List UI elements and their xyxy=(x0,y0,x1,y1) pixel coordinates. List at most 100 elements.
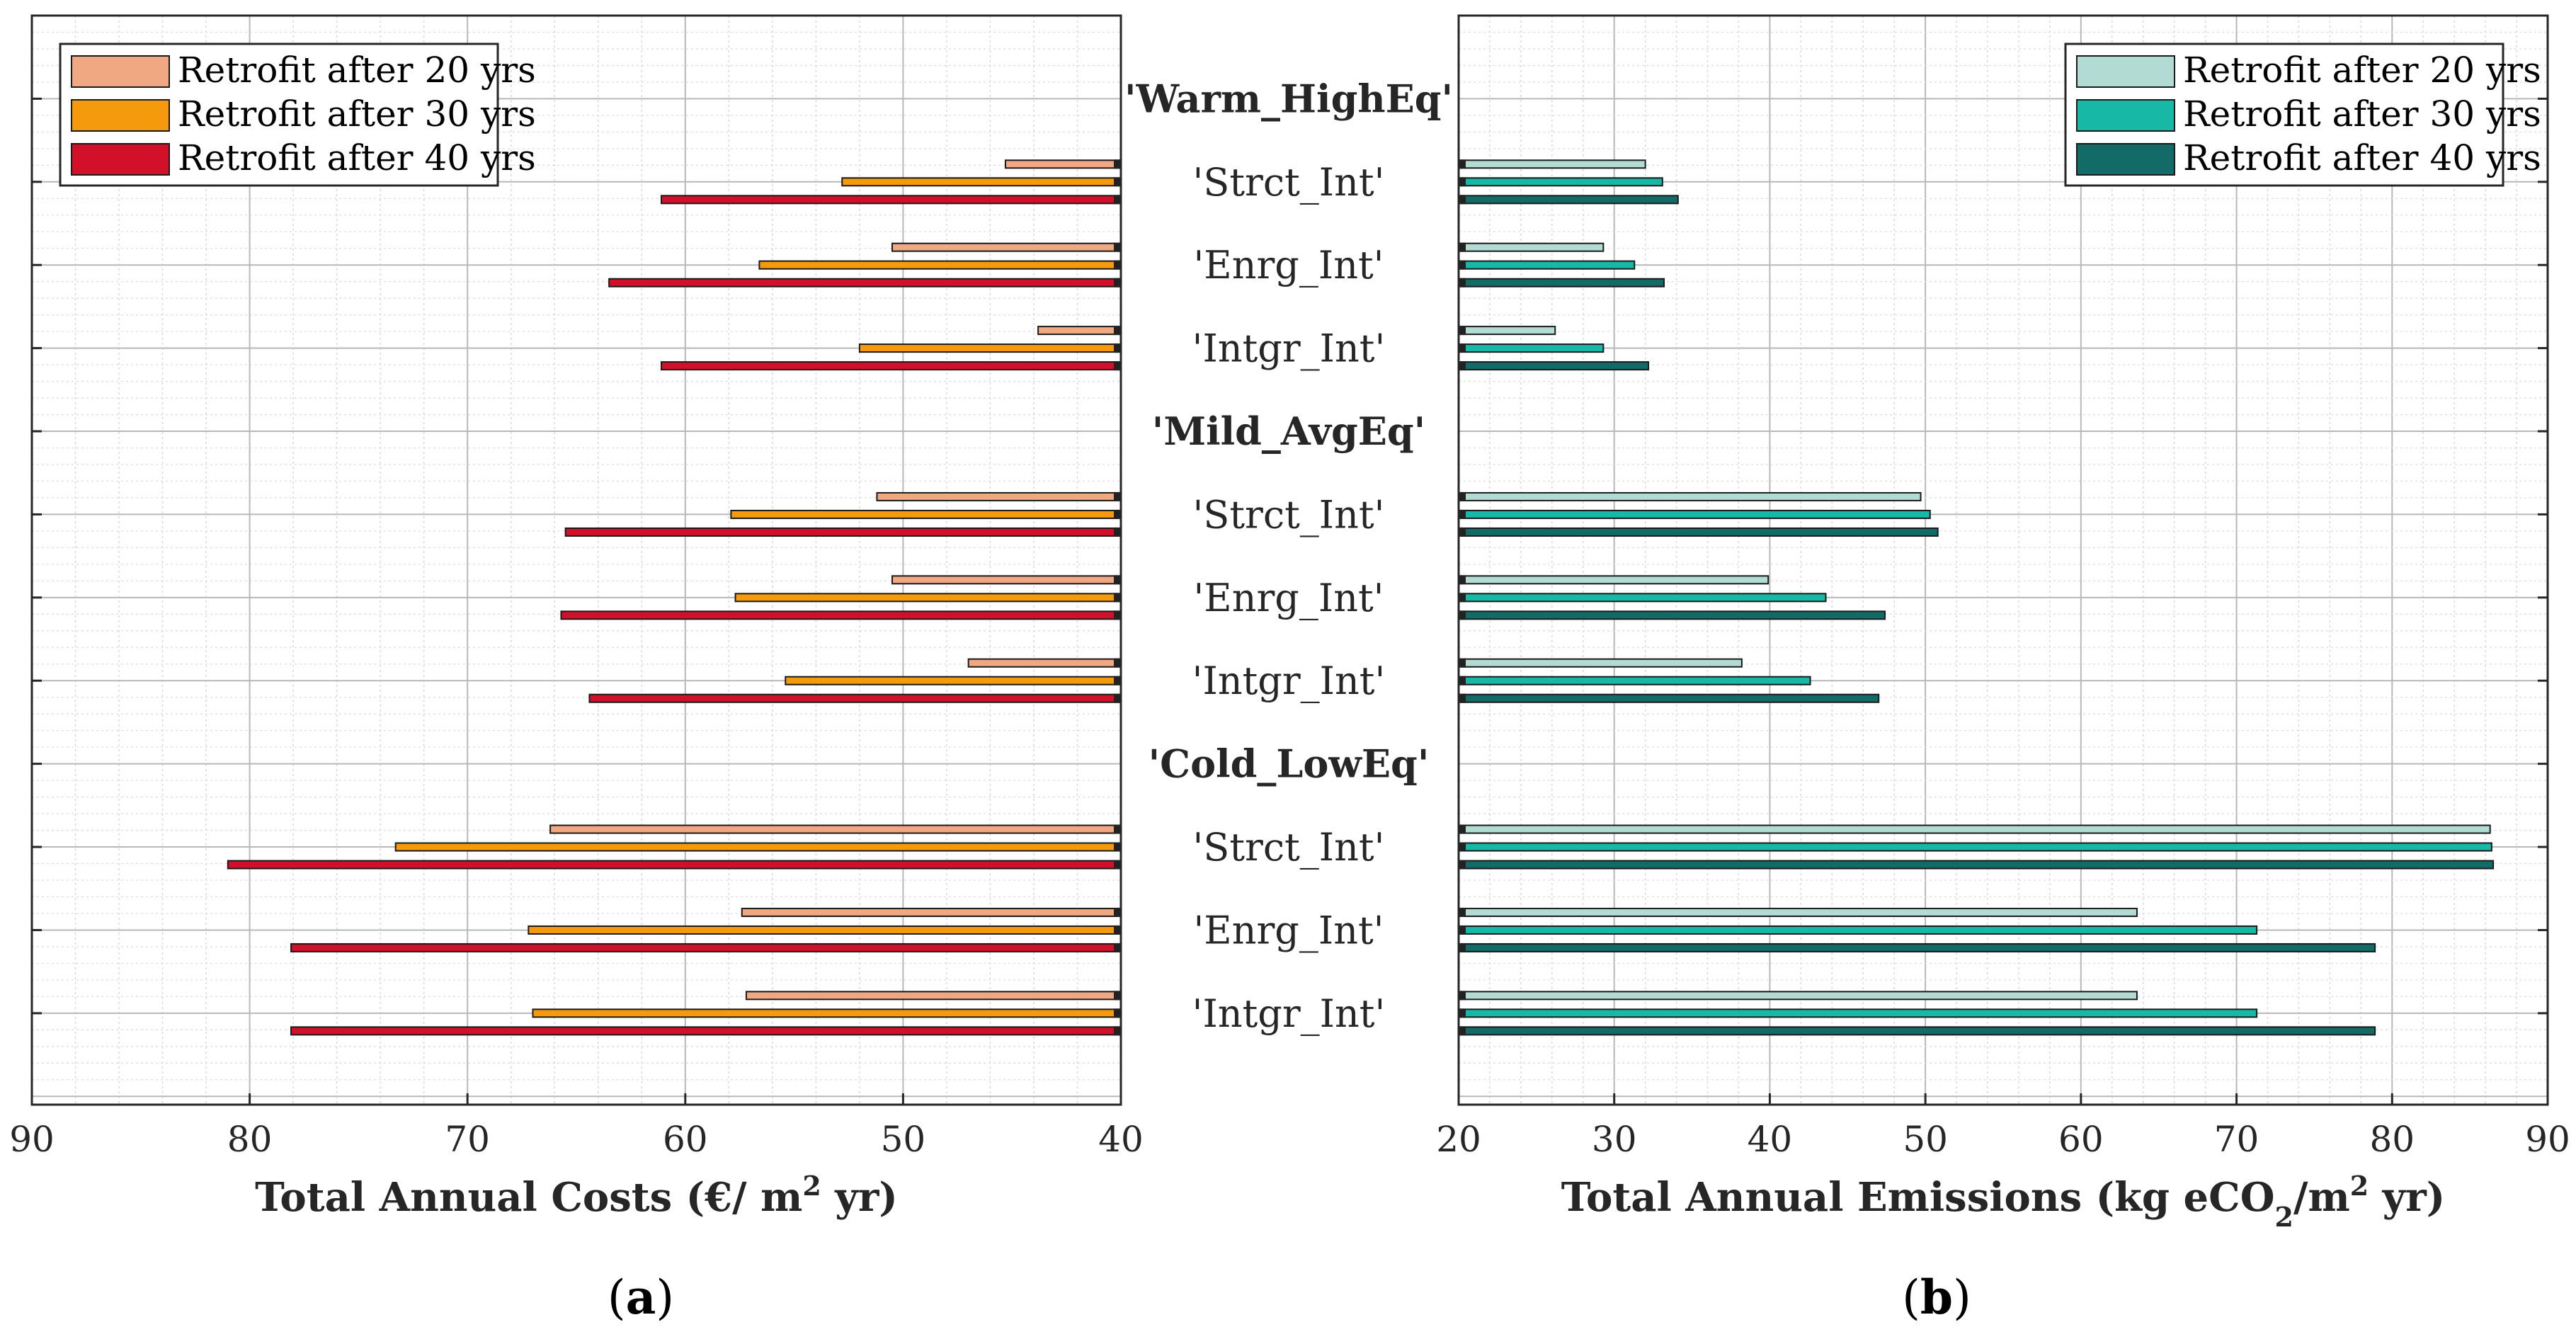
costs-bar xyxy=(891,575,1122,585)
costs-legend-label: Retrofit after 40 yrs xyxy=(178,137,536,178)
costs-bar-base xyxy=(1114,658,1121,668)
emissions-bar xyxy=(1458,343,1605,353)
costs-bar-base xyxy=(1114,195,1121,205)
category-label: 'Strct_Int' xyxy=(1193,825,1385,870)
costs-bar-base xyxy=(1114,842,1121,852)
costs-bar-base xyxy=(1114,925,1121,935)
emissions-bar xyxy=(1458,925,2258,935)
emissions-bar-base xyxy=(1459,260,1466,270)
panel-a-label: (a) xyxy=(608,1270,674,1325)
x-tick-label: 80 xyxy=(2369,1119,2415,1160)
emissions-legend-swatch xyxy=(2076,55,2175,88)
costs-bar xyxy=(741,907,1122,917)
costs-bar xyxy=(841,177,1122,187)
costs-bar-base xyxy=(1114,509,1121,519)
costs-bar-base xyxy=(1114,824,1121,834)
category-labels: 'Warm_HighEq' 'Strct_Int' 'Enrg_Int' 'Intgr… xyxy=(1124,76,1453,1035)
category-label: 'Enrg_Int' xyxy=(1193,576,1384,620)
panel-b-label: (b) xyxy=(1902,1270,1971,1325)
costs-bar xyxy=(549,824,1122,834)
emissions-bar xyxy=(1458,907,2138,917)
emissions-bar xyxy=(1458,593,1827,603)
emissions-bar-base xyxy=(1459,593,1466,603)
emissions-bar xyxy=(1458,195,1679,205)
costs-bar xyxy=(560,610,1122,620)
emissions-bar xyxy=(1458,326,1556,336)
emissions-bar xyxy=(1458,991,2138,1001)
costs-bar-base xyxy=(1114,159,1121,169)
costs-x-ticks: 90 80 70 60 50 40 xyxy=(9,97,1144,1160)
costs-bar-base xyxy=(1114,177,1121,187)
x-tick-label: 60 xyxy=(663,1119,708,1160)
emissions-legend-label: Retrofit after 30 yrs xyxy=(2183,93,2541,135)
costs-bar xyxy=(730,509,1122,519)
emissions-bar xyxy=(1458,575,1769,585)
emissions-bar xyxy=(1458,658,1743,668)
emissions-x-axis-title: Total Annual Emissions (kg eCO2/m2 yr) xyxy=(1561,1170,2445,1233)
costs-bar-base xyxy=(1114,278,1121,287)
group-label: 'Warm_HighEq' xyxy=(1124,76,1453,121)
emissions-bar xyxy=(1458,693,1880,703)
costs-bar xyxy=(1037,326,1122,336)
emissions-legend-swatch xyxy=(2076,143,2175,176)
costs-bar-base xyxy=(1114,242,1121,252)
emissions-bar-base xyxy=(1459,509,1466,519)
emissions-bar xyxy=(1458,260,1636,270)
emissions-bar xyxy=(1458,824,2491,834)
costs-chart-panel: 90 80 70 60 50 40 Retrofit after 20 yrsRetrof… xyxy=(9,14,1144,1325)
emissions-bar-base xyxy=(1459,991,1466,1001)
emissions-bar-base xyxy=(1459,575,1466,585)
costs-bar xyxy=(891,242,1122,252)
costs-bar xyxy=(1004,159,1122,169)
emissions-bar-base xyxy=(1459,860,1466,870)
emissions-legend-swatch xyxy=(2076,99,2175,132)
emissions-bar-base xyxy=(1459,693,1466,703)
costs-bar-base xyxy=(1114,860,1121,870)
emissions-bars xyxy=(1458,159,2495,1036)
costs-bar-base xyxy=(1114,942,1121,952)
emissions-bar-base xyxy=(1459,676,1466,685)
x-tick-label: 40 xyxy=(1098,1119,1144,1160)
category-label: 'Enrg_Int' xyxy=(1193,908,1384,952)
costs-bar xyxy=(858,343,1122,353)
costs-bar-base xyxy=(1114,1008,1121,1018)
costs-bar xyxy=(394,842,1122,852)
emissions-bar xyxy=(1458,942,2376,952)
emissions-bar-base xyxy=(1459,942,1466,952)
costs-bar xyxy=(660,361,1122,371)
costs-legend-swatch xyxy=(71,55,170,88)
emissions-bar xyxy=(1458,242,1605,252)
x-tick-label: 40 xyxy=(1748,1119,1793,1160)
emissions-chart-panel: 20 30 40 50 60 70 80 90 Retrofit after 20 yrsRe… xyxy=(1436,14,2570,1325)
group-label: 'Mild_AvgEq' xyxy=(1152,409,1425,454)
emissions-bar xyxy=(1458,177,1663,187)
costs-bar-base xyxy=(1114,527,1121,537)
x-tick-label: 70 xyxy=(2214,1119,2259,1160)
x-tick-label: 30 xyxy=(1592,1119,1637,1160)
emissions-legend-label: Retrofit after 20 yrs xyxy=(2183,50,2541,91)
emissions-bar xyxy=(1458,491,1922,501)
emissions-bar xyxy=(1458,361,1650,371)
costs-bar-base xyxy=(1114,593,1121,603)
costs-bar xyxy=(564,527,1122,537)
emissions-bar xyxy=(1458,159,1646,169)
x-tick-label: 50 xyxy=(881,1119,926,1160)
emissions-bar-base xyxy=(1459,907,1466,917)
emissions-bar xyxy=(1458,527,1939,537)
costs-bar-base xyxy=(1114,575,1121,585)
category-label: 'Strct_Int' xyxy=(1193,492,1385,537)
x-tick-label: 50 xyxy=(1903,1119,1948,1160)
costs-bar-base xyxy=(1114,610,1121,620)
emissions-bar xyxy=(1458,610,1886,620)
emissions-x-ticks: 20 30 40 50 60 70 80 90 xyxy=(1436,97,2570,1160)
category-label: 'Strct_Int' xyxy=(1193,160,1385,205)
emissions-plot-frame xyxy=(1457,14,2549,1106)
costs-bars xyxy=(227,159,1122,1036)
emissions-bar xyxy=(1458,860,2495,870)
emissions-bar-base xyxy=(1459,242,1466,252)
costs-bar-base xyxy=(1114,991,1121,1001)
emissions-bar-base xyxy=(1459,177,1466,187)
